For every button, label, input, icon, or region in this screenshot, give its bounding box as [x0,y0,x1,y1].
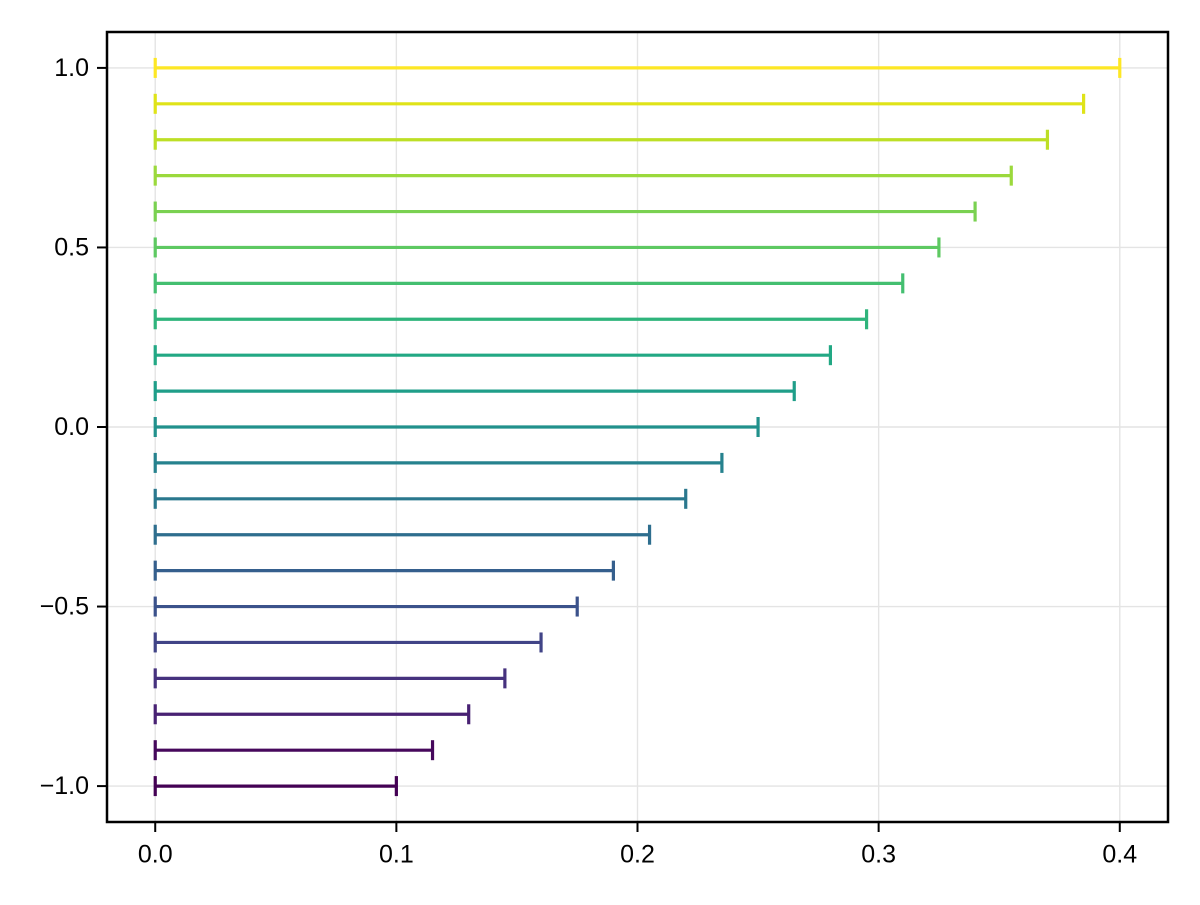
y-tick-label: −0.5 [40,593,89,621]
y-tick-label: 1.0 [54,54,89,82]
y-tick-label: 0.5 [54,233,89,261]
x-tick-label: 0.2 [620,841,655,869]
y-tick-label: −1.0 [40,772,89,800]
x-tick-label: 0.3 [861,841,896,869]
x-tick-label: 0.1 [379,841,414,869]
x-tick-label: 0.0 [138,841,173,869]
x-tick-label: 0.4 [1102,841,1137,869]
y-tick-label: 0.0 [54,413,89,441]
